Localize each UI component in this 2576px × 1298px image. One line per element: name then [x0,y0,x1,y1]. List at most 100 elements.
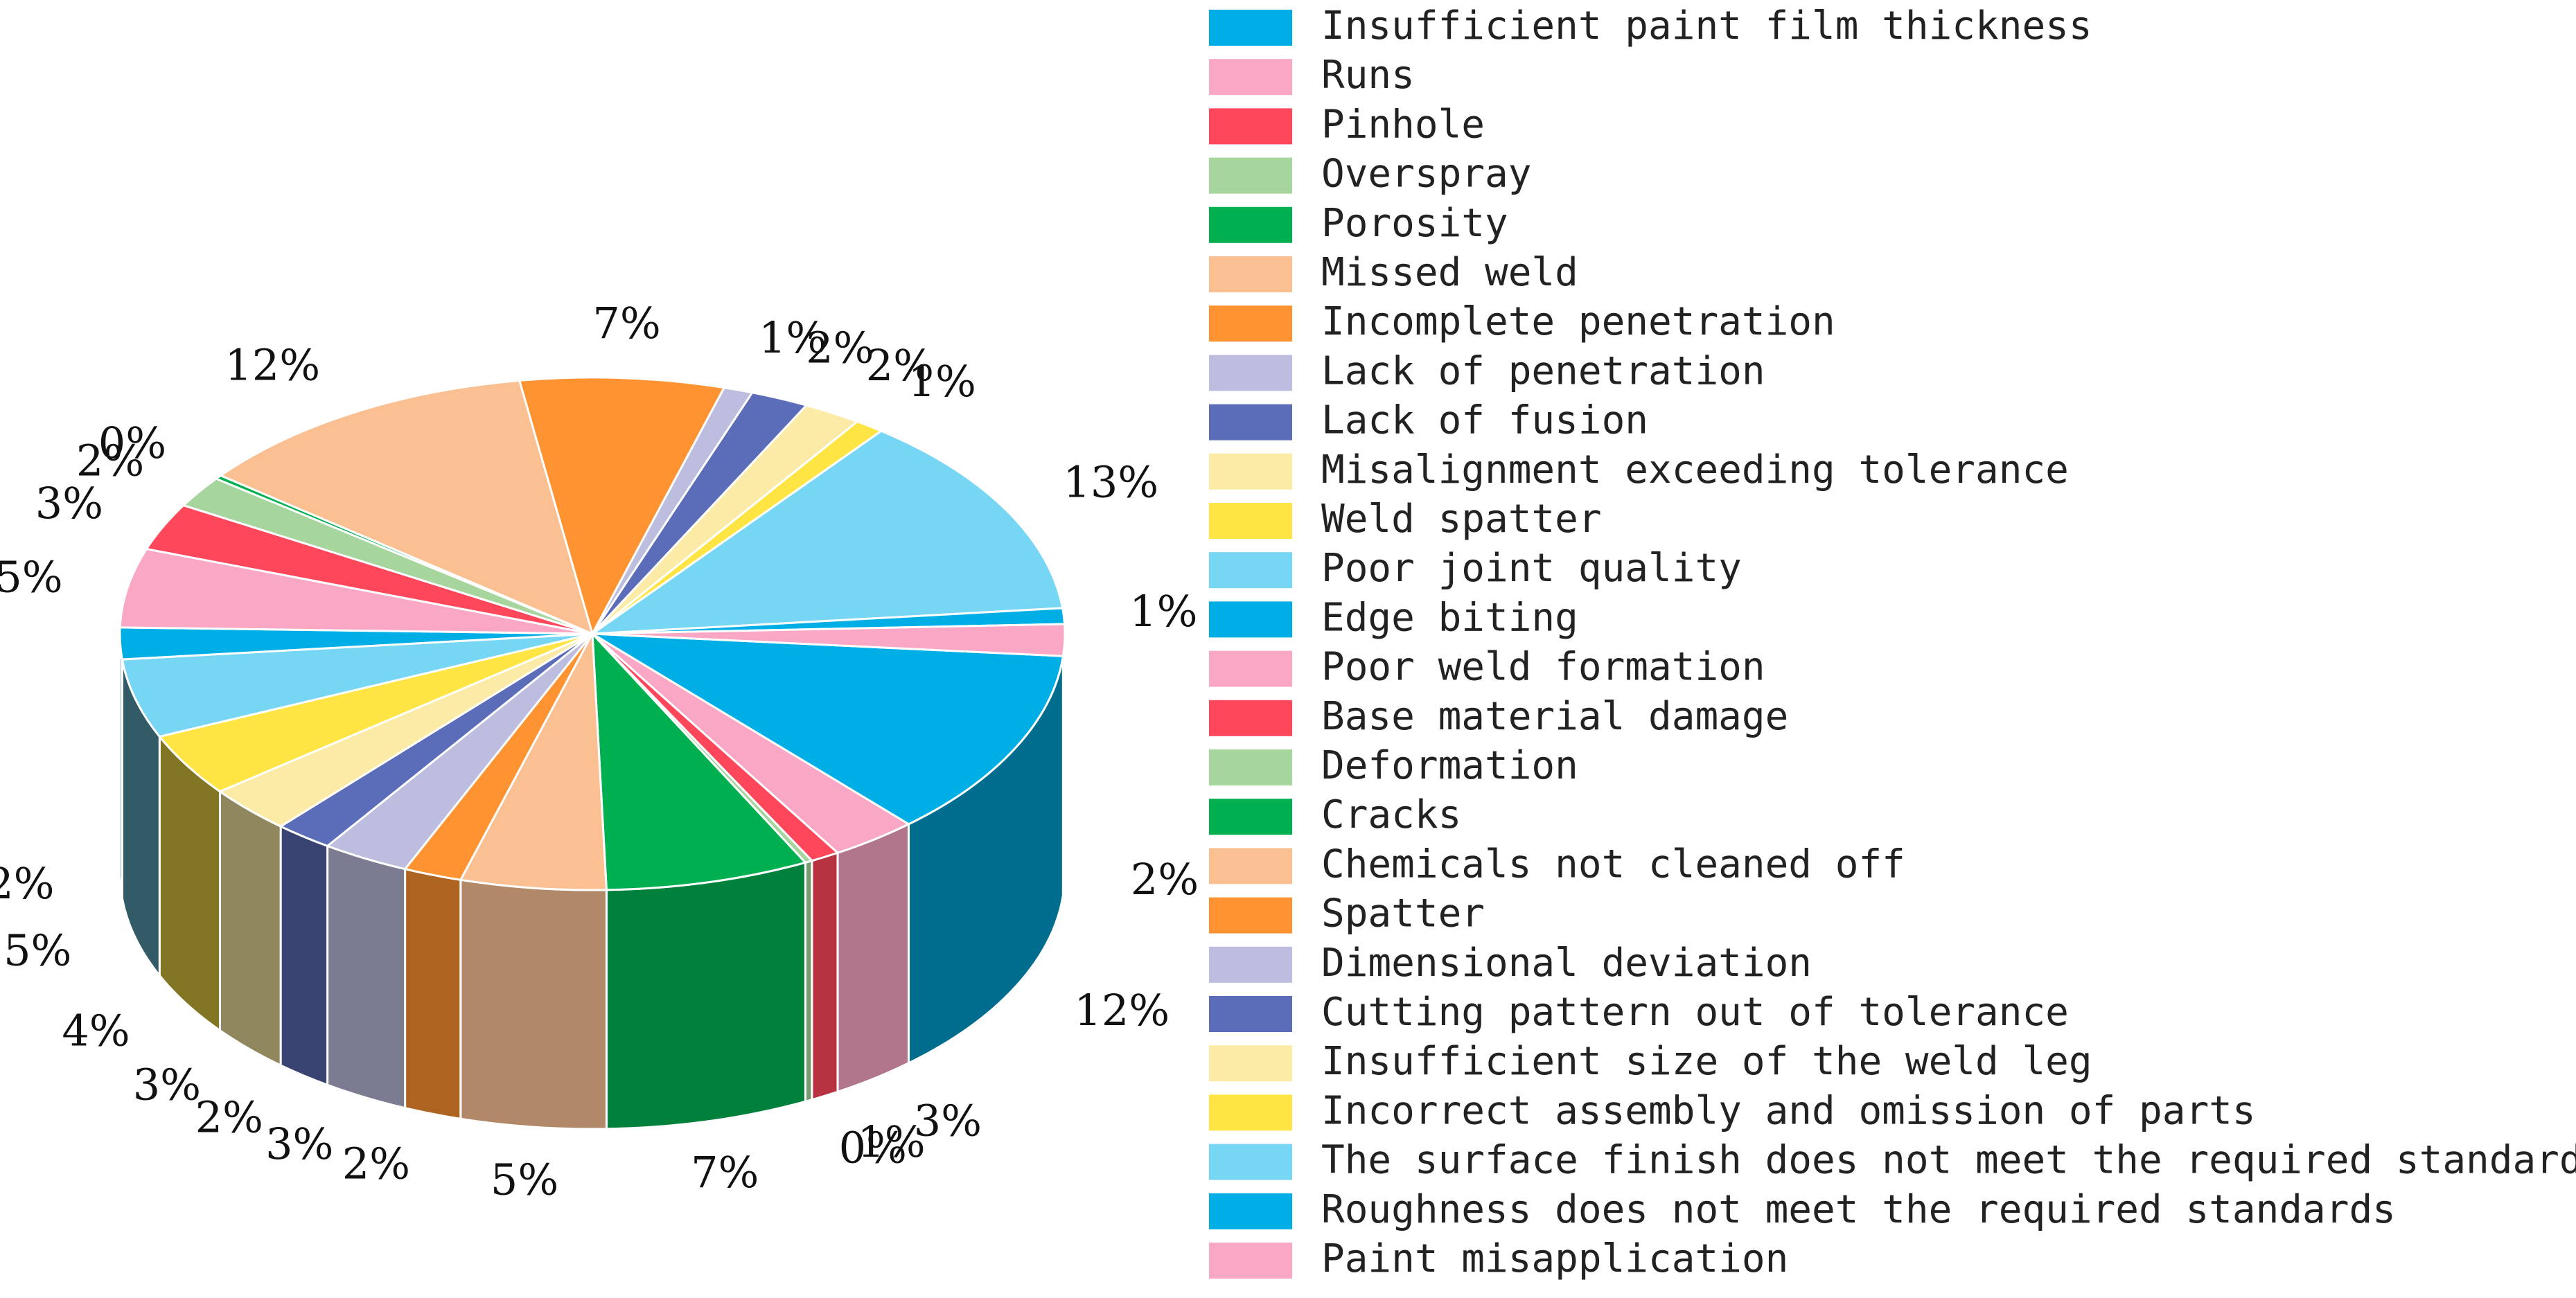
pie-label-cracks: 0% [98,418,166,468]
pie-label-lack-of-penetration: 3% [265,1119,333,1169]
legend-item-lack-of-fusion: Lack of fusion [1209,398,1648,443]
legend-swatch [1209,1094,1292,1131]
legend-label: Insufficient paint film thickness [1321,3,2092,48]
legend-swatch [1209,601,1292,638]
legend-item-paint-misapplication: Paint misapplication [1209,1236,1788,1281]
legend-label: Edge biting [1321,595,1578,640]
pie-label-lack-of-fusion: 2% [195,1092,263,1143]
pie-label-roughness-does-not-meet-the-required-standards: 1% [1129,586,1197,637]
legend-item-pinhole: Pinhole [1209,102,1485,147]
legend-item-roughness-does-not-meet-the-required-standards: Roughness does not meet the required sta… [1209,1187,2396,1232]
legend-item-incorrect-assembly-and-omission-of-parts: Incorrect assembly and omission of parts [1209,1088,2256,1133]
pie-side-porosity [605,861,806,1130]
pie-side-runs [836,822,910,1094]
legend-item-missed-weld: Missed weld [1209,250,1578,295]
legend-item-the-surface-finish-does-not-meet-the-required-standards: The surface finish does not meet the req… [1209,1138,2576,1183]
legend-item-spatter: Spatter [1209,891,1485,936]
legend-label: Cracks [1321,792,1461,837]
pie-label-runs: 3% [914,1095,982,1146]
legend-item-runs: Runs [1209,53,1415,98]
pie-label-poor-joint-quality: 5% [3,925,71,976]
legend-swatch [1209,749,1292,785]
legend-swatch [1209,1045,1292,1082]
pie-slice-poor-weld-formation [118,547,593,635]
legend-swatch [1209,897,1292,934]
pie-label-deformation: 2% [76,436,144,486]
legend-label: Base material damage [1321,694,1788,739]
legend-item-porosity: Porosity [1209,201,1508,246]
legend-swatch [1209,552,1292,589]
legend-item-chemicals-not-cleaned-off: Chemicals not cleaned off [1209,842,1905,887]
pie-label-chemicals-not-cleaned-off: 12% [224,339,320,390]
legend-item-poor-joint-quality: Poor joint quality [1209,546,1742,591]
pie-slice-missed-weld [459,630,608,891]
pie-label-misalignment-exceeding-tolerance: 3% [133,1060,201,1110]
pie-slice-spatter [518,376,726,637]
legend-label: Overspray [1321,152,1531,197]
chart-legend: Insufficient paint film thickness RunsPin… [1209,3,2576,1281]
legend-item-edge-biting: Edge biting [1209,595,1578,640]
legend-label: Porosity [1321,201,1508,246]
legend-swatch [1209,1193,1292,1229]
legend-label: Misalignment exceeding tolerance [1321,447,2069,492]
legend-label: Cutting pattern out of tolerance [1321,990,2069,1035]
pie-slice-porosity [591,630,808,891]
pie-label-edge-biting: 2% [0,858,55,909]
legend-item-dimensional-deviation: Dimensional deviation [1209,941,1812,986]
legend-item-poor-weld-formation: Poor weld formation [1209,645,1765,690]
pie-side-edge-biting [118,633,123,899]
pie-label-the-surface-finish-does-not-meet-the-required-standards: 13% [1063,457,1158,508]
pie-slice-insufficient-paint-film-thickness [592,632,1065,826]
pie-label-incorrect-assembly-and-omission-of-parts: 1% [908,356,976,407]
pie-side-misalignment-exceeding-tolerance [218,789,282,1067]
legend-swatch [1209,157,1292,194]
legend-label: Weld spatter [1321,497,1602,542]
legend-label: Lack of penetration [1321,348,1765,393]
pie-label-dimensional-deviation: 1% [759,312,827,363]
legend-item-cracks: Cracks [1209,792,1461,837]
pie-side-missed-weld [459,878,608,1130]
legend-label: Missed weld [1321,250,1578,295]
pie-label-insufficient-size-of-the-weld-leg: 2% [866,340,934,391]
legend-swatch [1209,848,1292,884]
pie-label-poor-weld-formation: 5% [0,551,63,602]
legend-swatch [1209,256,1292,292]
legend-item-misalignment-exceeding-tolerance: Misalignment exceeding tolerance [1209,447,2069,492]
legend-swatch [1209,404,1292,441]
pie-label-pinhole: 1% [857,1117,925,1167]
pie-slice-chemicals-not-cleaned-off [218,379,594,636]
pie-label-incomplete-penetration: 2% [342,1139,410,1189]
legend-label: Lack of fusion [1321,398,1648,443]
legend-item-weld-spatter: Weld spatter [1209,497,1602,542]
legend-item-base-material-damage: Base material damage [1209,694,1788,739]
legend-swatch [1209,946,1292,983]
pie-side-incomplete-penetration [404,867,462,1121]
pie-percent-labels: 12%3%1%0%7%5%2%3%2%3%4%5%2%5%3%2%0%12%7%… [0,298,1199,1205]
legend-swatch [1209,700,1292,736]
legend-swatch [1209,59,1292,96]
legend-label: Pinhole [1321,102,1485,147]
pie-side-lack-of-penetration [326,844,407,1110]
pie-label-base-material-damage: 3% [35,478,103,528]
legend-label: Roughness does not meet the required sta… [1321,1187,2396,1232]
pie-label-spatter: 7% [592,298,660,348]
legend-swatch [1209,355,1292,391]
pie-side-paint-misapplication [1061,633,1066,896]
legend-swatch [1209,305,1292,342]
pie-label-weld-spatter: 4% [62,1006,130,1056]
legend-label: Dimensional deviation [1321,941,1812,986]
pie-side-lack-of-fusion [279,824,329,1087]
legend-swatch [1209,206,1292,243]
legend-swatch [1209,503,1292,539]
legend-label: Chemicals not cleaned off [1321,842,1905,887]
pie-label-paint-misapplication: 2% [1131,854,1199,905]
legend-label: Paint misapplication [1321,1236,1788,1281]
legend-swatch [1209,108,1292,145]
pie-label-missed-weld: 5% [491,1154,558,1204]
pie-slice-poor-joint-quality [121,632,593,738]
pie-label-porosity: 7% [691,1147,759,1198]
legend-label: Incorrect assembly and omission of parts [1321,1088,2256,1133]
legend-swatch [1209,996,1292,1032]
legend-swatch [1209,1243,1292,1279]
legend-label: Deformation [1321,743,1578,788]
